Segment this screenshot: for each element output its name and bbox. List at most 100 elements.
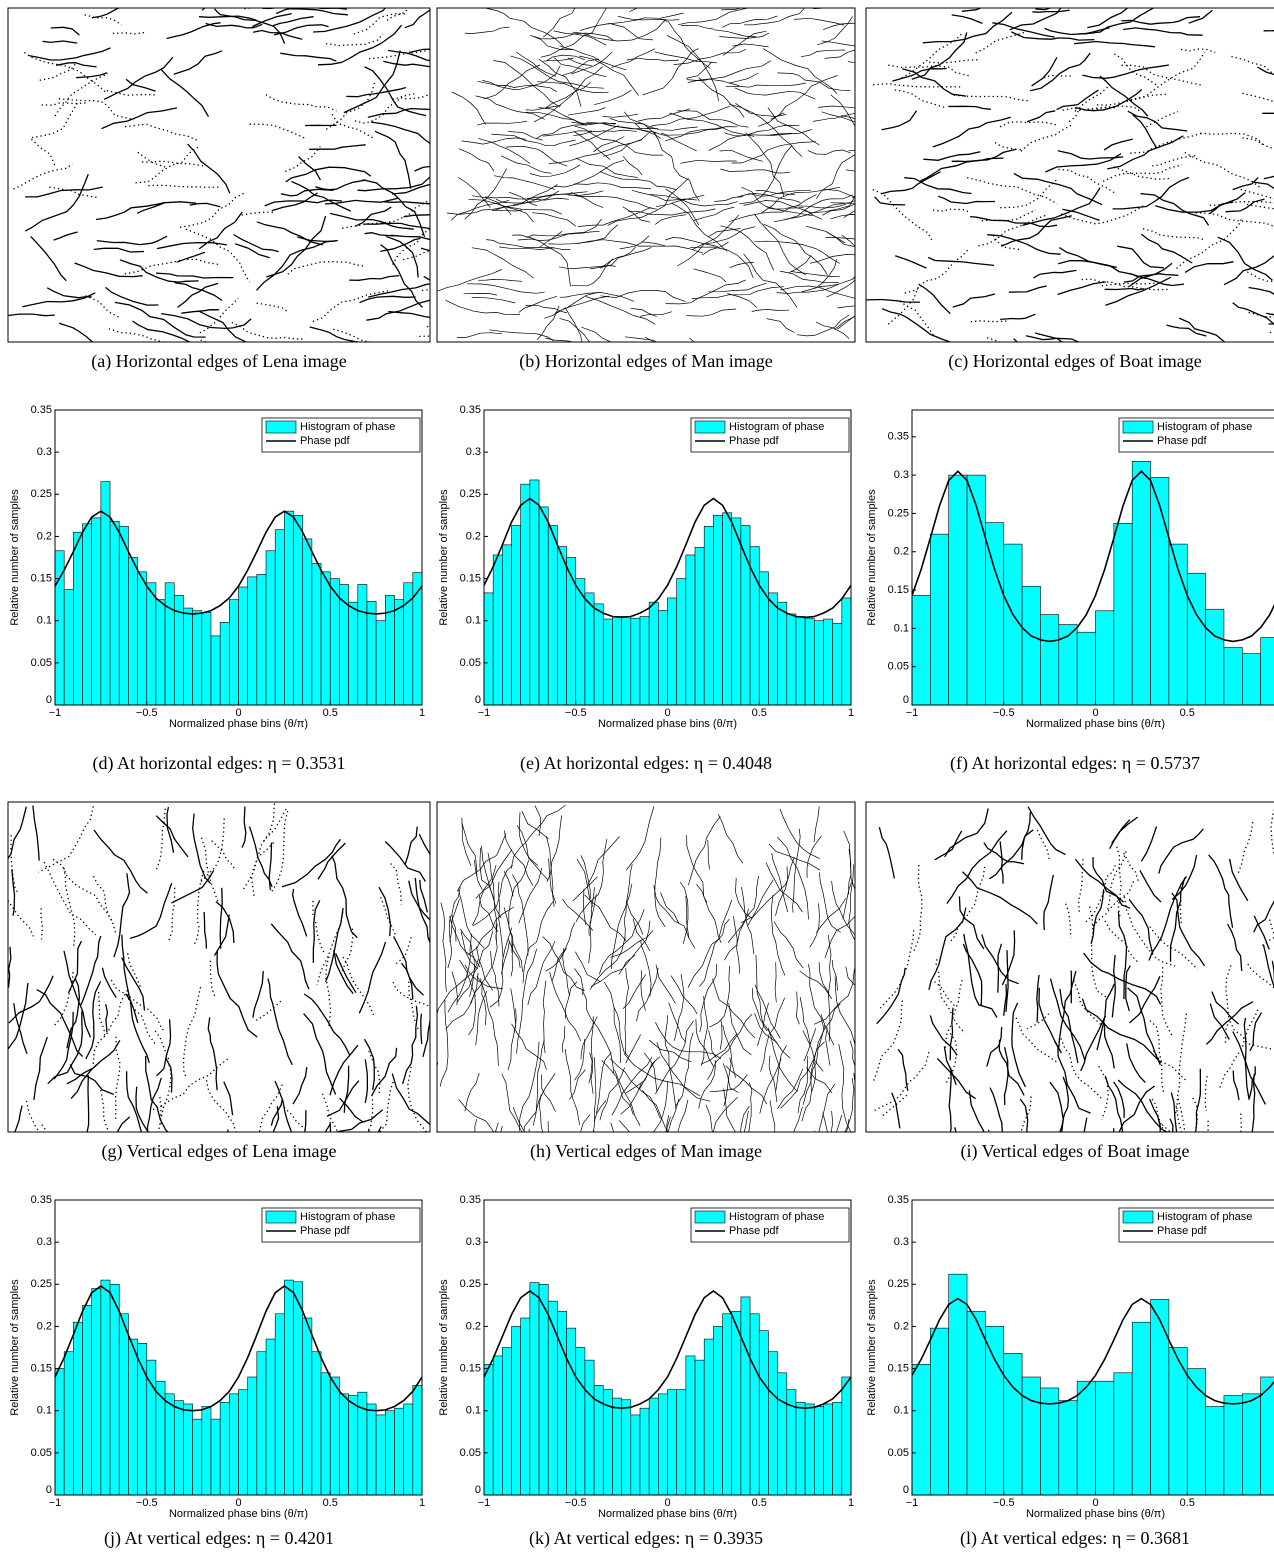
edge-stroke xyxy=(1009,286,1047,292)
bar xyxy=(248,1377,257,1495)
edge-stroke xyxy=(1059,248,1116,268)
bar xyxy=(750,1314,759,1495)
edge-stroke xyxy=(678,0,767,25)
edge-stroke xyxy=(1264,30,1274,31)
bar xyxy=(165,1394,174,1495)
edge-stroke xyxy=(734,916,740,973)
edge-stroke xyxy=(565,982,577,1019)
bar xyxy=(183,608,192,705)
y-tick-label: 0.1 xyxy=(894,622,909,634)
edge-stroke xyxy=(41,908,42,939)
edge-stroke xyxy=(405,8,433,28)
bar xyxy=(949,1274,967,1495)
edge-stroke xyxy=(92,1,140,18)
edge-stroke xyxy=(14,1003,27,1054)
edge-stroke xyxy=(1045,154,1121,172)
edge-stroke xyxy=(687,835,707,902)
edge-stroke xyxy=(427,320,514,327)
edge-stroke xyxy=(394,936,413,999)
edge-stroke xyxy=(56,63,97,67)
bar xyxy=(394,1408,403,1495)
edge-stroke xyxy=(268,979,292,1065)
edge-stroke xyxy=(93,994,125,1067)
edge-stroke xyxy=(562,1026,565,1052)
bar xyxy=(658,1394,667,1495)
edge-stroke xyxy=(832,960,837,991)
bar xyxy=(530,480,539,705)
histogram-chart: 00.050.10.150.20.250.30.35−1−0.500.51Nor… xyxy=(9,1194,425,1549)
edge-stroke xyxy=(256,1001,281,1021)
edge-stroke xyxy=(625,968,629,1054)
bar xyxy=(376,621,385,705)
bar xyxy=(294,1282,303,1495)
bar xyxy=(128,558,137,706)
edge-stroke xyxy=(959,896,983,949)
edge-stroke xyxy=(482,66,560,90)
edge-stroke xyxy=(405,827,417,866)
edge-stroke xyxy=(771,76,838,120)
bar xyxy=(376,1415,385,1495)
edge-stroke xyxy=(626,1035,641,1064)
bar xyxy=(967,475,985,705)
edge-stroke xyxy=(388,312,474,319)
bar xyxy=(1242,654,1260,705)
edge-stroke xyxy=(853,263,882,279)
edge-stroke xyxy=(379,887,391,936)
edge-stroke xyxy=(385,842,425,882)
edge-stroke xyxy=(519,296,557,312)
edge-stroke xyxy=(640,312,672,317)
x-axis-label: Normalized phase bins (θ/π) xyxy=(169,1508,308,1520)
edge-stroke xyxy=(130,883,172,938)
edge-stroke xyxy=(1062,209,1099,220)
edge-stroke xyxy=(526,305,568,313)
edge-stroke xyxy=(358,167,438,191)
edge-stroke xyxy=(369,1130,385,1181)
edge-stroke xyxy=(1110,820,1130,849)
edge-stroke xyxy=(257,303,289,312)
edge-stroke xyxy=(47,288,91,298)
edge-stroke xyxy=(645,337,686,352)
edge-stroke xyxy=(655,838,666,927)
bar xyxy=(796,617,805,706)
edge-stroke xyxy=(417,285,472,304)
edge-stroke xyxy=(1248,964,1274,992)
edge-stroke xyxy=(875,197,906,205)
edge-stroke xyxy=(825,917,855,959)
edge-stroke xyxy=(476,947,492,991)
x-tick-label: −1 xyxy=(49,707,62,719)
edge-stroke xyxy=(600,1068,625,1121)
edge-stroke xyxy=(340,1098,363,1122)
edge-stroke xyxy=(1012,1003,1026,1087)
bar xyxy=(275,530,284,705)
edge-stroke xyxy=(892,1093,900,1129)
edge-stroke xyxy=(963,944,981,1006)
edge-stroke xyxy=(873,190,933,242)
bar xyxy=(284,511,293,705)
bar xyxy=(493,555,502,705)
plot-area xyxy=(912,410,1274,705)
edge-stroke xyxy=(54,1012,73,1079)
bar xyxy=(110,1284,119,1495)
edge-stroke xyxy=(829,1115,842,1156)
y-axis-label: Relative number of samples xyxy=(438,1279,450,1416)
x-tick-label: −0.5 xyxy=(993,707,1015,719)
edge-stroke xyxy=(615,1070,641,1126)
edge-stroke xyxy=(169,888,175,941)
bar xyxy=(603,619,612,705)
edge-stroke xyxy=(1249,313,1274,347)
bar xyxy=(321,572,330,705)
edge-stroke xyxy=(1117,246,1164,268)
image-frame xyxy=(866,802,1274,1132)
edge-stroke xyxy=(31,236,67,280)
legend-label: Histogram of phase xyxy=(1157,421,1252,433)
edge-stroke xyxy=(626,806,654,870)
edge-stroke xyxy=(949,1127,957,1190)
bar xyxy=(768,1352,777,1495)
edge-stroke xyxy=(582,327,612,342)
bar xyxy=(110,521,119,705)
edge-stroke xyxy=(1032,57,1057,86)
bar xyxy=(768,593,777,705)
bar xyxy=(220,622,229,705)
edge-stroke xyxy=(752,309,789,311)
